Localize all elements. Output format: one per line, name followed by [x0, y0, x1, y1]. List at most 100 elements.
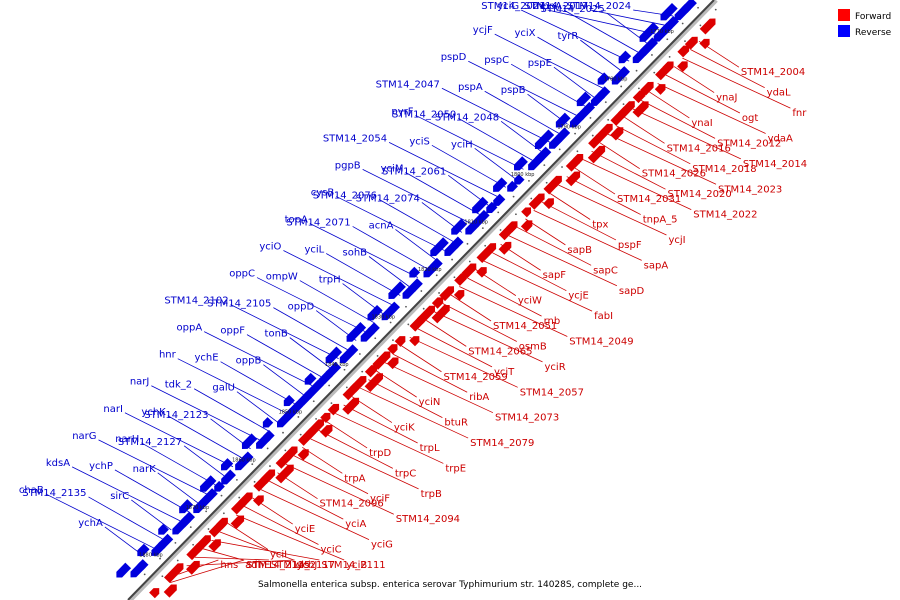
leader-line — [285, 463, 394, 515]
gene-feature — [431, 304, 450, 324]
leader-line — [450, 294, 492, 322]
backbone-dot — [530, 197, 533, 200]
leader-line — [45, 493, 154, 549]
backbone-dot — [653, 71, 656, 74]
leader-line — [682, 57, 791, 109]
backbone-dot — [407, 323, 410, 326]
leader-line — [309, 223, 419, 278]
leader-line — [401, 345, 442, 373]
gene-label-osmb: osmB — [519, 341, 547, 352]
leader-line — [393, 353, 468, 393]
gene-feature — [179, 511, 195, 528]
leader-line — [289, 337, 331, 368]
leader-line — [492, 252, 567, 292]
leader-line — [71, 466, 181, 522]
leader-line — [395, 229, 436, 260]
backbone-dot — [435, 274, 438, 277]
gene-feature — [116, 562, 132, 578]
backbone-dot — [607, 118, 610, 121]
gene-feature — [493, 193, 506, 206]
gene-label-stm14-2014: STM14_2014 — [743, 159, 807, 170]
leader-line — [211, 539, 320, 561]
gene-label-stm14-2111: STM14_2111 — [321, 560, 385, 571]
gene-label-stm14-2021: STM14_2021 — [481, 1, 545, 12]
gene-feature — [342, 397, 360, 415]
gene-label-stm14-2051: STM14_2051 — [493, 321, 557, 332]
gene-feature — [367, 322, 380, 335]
gene-label-ogt: ogt — [742, 113, 758, 124]
gene-feature — [346, 321, 367, 342]
backbone-dot — [561, 166, 563, 168]
gene-label-tonb: tonB — [265, 329, 288, 340]
leader-line — [244, 506, 319, 545]
gene-label-stm14-2023: STM14_2023 — [718, 184, 782, 195]
gene-feature — [534, 129, 555, 149]
leader-line — [263, 364, 304, 395]
backbone-dot — [312, 400, 315, 403]
gene-label-sapa: sapA — [644, 260, 669, 271]
gene-feature — [654, 84, 666, 95]
leader-line — [124, 412, 234, 468]
gene-feature — [483, 243, 497, 256]
leader-line — [336, 196, 445, 251]
gene-feature — [632, 101, 649, 118]
gene-feature — [304, 372, 317, 385]
backbone-dot — [159, 557, 161, 560]
gene-label-tdk-2: tdk_2 — [165, 380, 192, 391]
gene-feature — [535, 146, 552, 164]
leader-line — [558, 184, 667, 236]
gene-label-stm14-2004: STM14_2004 — [741, 67, 805, 78]
gene-label-ycif: yciF — [370, 494, 390, 505]
leader-line — [343, 404, 418, 444]
backbone-dot — [161, 575, 164, 578]
leader-line — [640, 100, 716, 139]
gene-feature — [320, 412, 331, 424]
gene-label-btur: btuR — [444, 418, 468, 429]
backbone-dot — [574, 132, 576, 135]
gene-feature — [677, 45, 690, 58]
gene-feature — [263, 429, 275, 442]
gene-label-stm14-2016: STM14_2016 — [667, 143, 731, 154]
gene-feature — [431, 297, 444, 309]
tick-label: 1780 kbp — [604, 77, 628, 83]
gene-feature — [253, 495, 264, 507]
gene-label-ycia: yciA — [345, 519, 366, 530]
backbone-dot — [637, 87, 640, 90]
leader-line — [516, 226, 592, 266]
gene-label-stm14-2047: STM14_2047 — [376, 79, 440, 90]
gene-feature — [453, 290, 465, 301]
gene-feature — [521, 207, 532, 218]
gene-label-pyrf: pyrF — [391, 106, 413, 117]
gene-feature — [660, 2, 678, 21]
leader-line — [203, 548, 244, 561]
gene-feature — [350, 376, 367, 393]
gene-feature — [179, 499, 194, 514]
tick-label: 1820 kbp — [418, 267, 442, 273]
backbone-dot — [651, 54, 653, 56]
leader-line — [302, 446, 343, 474]
leader-line — [520, 9, 630, 62]
leader-line — [256, 277, 366, 332]
backbone-dot — [438, 292, 440, 294]
leader-line — [114, 469, 190, 513]
gene-label-pspb: pspB — [501, 85, 526, 96]
leader-line — [599, 142, 640, 170]
gene-feature — [430, 237, 449, 257]
gene-label-pspc: pspC — [484, 55, 509, 66]
gene-label-trpa: trpA — [344, 473, 365, 484]
gene-label-hns: hns — [220, 560, 238, 571]
backbone-dot — [266, 447, 269, 450]
gene-label-pspf: pspF — [618, 240, 642, 251]
gene-label-sapc: sapC — [593, 265, 618, 276]
leader-line — [649, 91, 690, 119]
leader-line — [431, 144, 507, 188]
backbone-dot — [376, 355, 379, 357]
gene-feature — [214, 480, 225, 492]
backbone-shadow — [128, 0, 718, 600]
gene-feature — [137, 559, 149, 571]
gene-label-pspd: pspD — [441, 52, 467, 63]
backbone-dot — [192, 543, 195, 546]
gene-feature — [476, 267, 487, 278]
gene-feature — [221, 469, 236, 485]
gene-label-stm14-2054: STM14_2054 — [323, 133, 387, 144]
